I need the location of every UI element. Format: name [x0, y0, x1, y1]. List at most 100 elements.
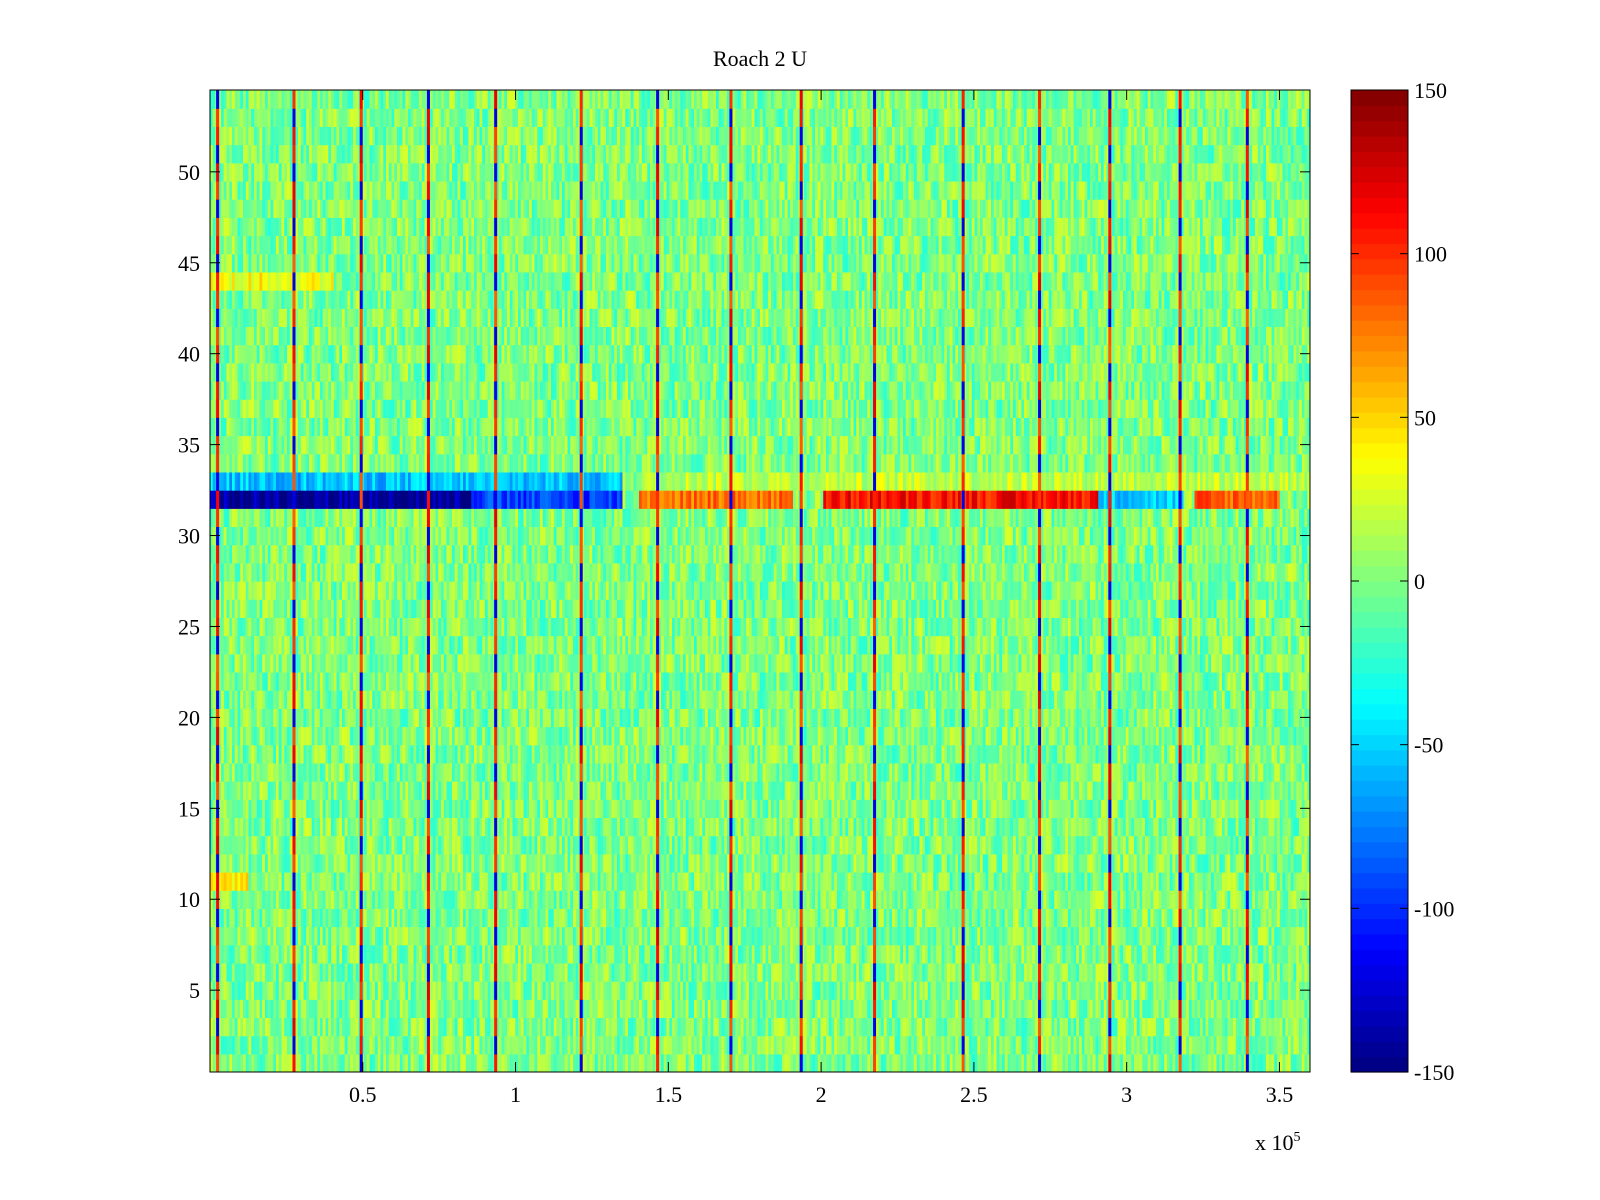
heatmap-cell	[1183, 1035, 1187, 1055]
heatmap-cell	[408, 1035, 412, 1055]
heatmap-cell	[831, 981, 835, 1000]
heatmap-cell	[765, 999, 769, 1019]
heatmap-cell	[996, 1017, 1000, 1037]
heatmap-cell	[985, 981, 989, 1000]
heatmap-cell	[947, 999, 951, 1019]
heatmap-cell	[611, 1035, 615, 1055]
heatmap-cell	[306, 962, 310, 982]
heatmap-cell	[562, 981, 566, 1000]
heatmap-cell	[529, 1035, 533, 1055]
heatmap-cell	[512, 981, 516, 1000]
heatmap-cell	[779, 1035, 783, 1055]
heatmap-cell	[842, 962, 846, 982]
heatmap-cell	[971, 999, 976, 1019]
heatmap-cell	[639, 981, 643, 1000]
heatmap-cell	[1167, 981, 1171, 1000]
heatmap-cell	[908, 1053, 912, 1072]
heatmap-cell	[881, 1053, 885, 1072]
heatmap-cell	[1054, 1053, 1058, 1072]
heatmap-cell	[1288, 981, 1292, 1000]
heatmap-cell	[669, 1035, 673, 1055]
heatmap-cell	[383, 999, 387, 1019]
heatmap-cell	[1200, 1035, 1204, 1055]
heatmap-cell	[735, 962, 739, 982]
heatmap-cell	[1211, 1035, 1215, 1055]
heatmap-cell	[289, 999, 294, 1019]
heatmap-cell	[845, 1035, 849, 1055]
heatmap-cell	[941, 962, 945, 982]
heatmap-cell	[509, 1017, 514, 1037]
heatmap-cell	[1224, 1035, 1229, 1055]
heatmap-cell	[1180, 1035, 1185, 1055]
heatmap-cell	[573, 999, 577, 1019]
heatmap-cell	[262, 999, 266, 1019]
heatmap-cell	[782, 999, 786, 1019]
heatmap-cell	[402, 962, 406, 982]
heatmap-cell	[1153, 1035, 1157, 1055]
heatmap-cell	[1299, 1035, 1303, 1055]
heatmap-cell	[520, 1017, 525, 1037]
heatmap-cell	[897, 981, 901, 1000]
heatmap-cell	[501, 1035, 505, 1055]
heatmap-cell	[856, 981, 860, 1000]
heatmap-cell	[388, 999, 393, 1019]
heatmap-cell	[1010, 981, 1014, 1000]
heatmap-cell	[1098, 962, 1102, 982]
heatmap-cell	[366, 1017, 371, 1037]
heatmap-cell	[713, 1053, 717, 1072]
heatmap-cell	[380, 981, 384, 1000]
heatmap-cell	[908, 1035, 912, 1055]
heatmap-cell	[611, 1053, 615, 1072]
heatmap-cell	[375, 999, 379, 1019]
heatmap-cell	[1147, 981, 1152, 1000]
heatmap-cell	[221, 1035, 225, 1055]
heatmap-cell	[710, 1035, 714, 1055]
heatmap-cell	[339, 999, 343, 1019]
heatmap-cell	[922, 962, 926, 982]
heatmap-cell	[405, 981, 409, 1000]
heatmap-cell	[496, 1053, 500, 1072]
heatmap-cell	[977, 1053, 981, 1072]
heatmap-cell	[760, 1053, 764, 1072]
heatmap-cell	[622, 1053, 626, 1072]
heatmap-cell	[391, 1017, 395, 1037]
heatmap-cell	[773, 981, 778, 1000]
heatmap-cell	[683, 981, 687, 1000]
heatmap-cell	[1186, 1053, 1190, 1072]
heatmap-cell	[1293, 1017, 1297, 1037]
heatmap-cell	[333, 962, 338, 982]
heatmap-cell	[383, 1035, 387, 1055]
heatmap-cell	[952, 999, 956, 1019]
heatmap-cell	[787, 962, 791, 982]
heatmap-cell	[476, 981, 481, 1000]
heatmap-cell	[317, 999, 321, 1019]
heatmap-cell	[1263, 999, 1267, 1019]
heatmap-cell	[878, 1035, 882, 1055]
heatmap-cell	[284, 981, 288, 1000]
heatmap-cell	[457, 1017, 461, 1037]
heatmap-cell	[988, 1053, 992, 1072]
heatmap-cell	[545, 999, 549, 1019]
heatmap-cell	[419, 1035, 423, 1055]
heatmap-cell	[1222, 1035, 1226, 1055]
heatmap-cell	[276, 1035, 280, 1055]
heatmap-cell	[1249, 981, 1253, 1000]
heatmap-cell	[1051, 981, 1055, 1000]
heatmap-cell	[1235, 1035, 1240, 1055]
heatmap-cell	[617, 962, 621, 982]
heatmap-cell	[306, 981, 310, 1000]
heatmap-cell	[336, 1053, 340, 1072]
heatmap-cell	[485, 1035, 489, 1055]
heatmap-cell	[853, 1017, 857, 1037]
heatmap-cell	[1180, 981, 1185, 1000]
heatmap-cell	[991, 962, 995, 982]
heatmap-cell	[581, 981, 585, 1000]
heatmap-cell	[212, 1017, 217, 1037]
heatmap-cell	[251, 962, 255, 982]
heatmap-cell	[501, 1053, 505, 1072]
heatmap-cell	[289, 962, 294, 982]
heatmap-cell	[718, 981, 723, 1000]
heatmap-cell	[397, 981, 401, 1000]
heatmap-cell	[405, 962, 409, 982]
heatmap-cell	[336, 1017, 340, 1037]
